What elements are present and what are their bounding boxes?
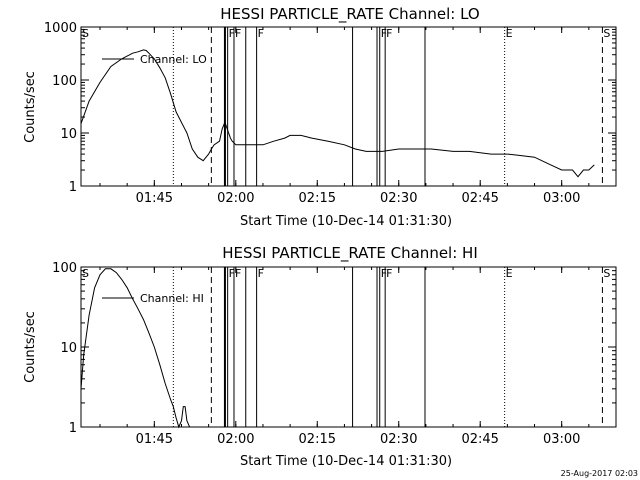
event-marker-label: F (381, 27, 387, 40)
y-tick-label: 100 (52, 261, 77, 276)
x-tick-label: 01:45 (136, 191, 173, 206)
x-tick-label: 03:00 (543, 432, 580, 447)
x-tick-label: 02:00 (217, 432, 254, 447)
event-marker-label: F (258, 267, 264, 280)
y-axis-label: Counts/sec (23, 311, 38, 383)
event-marker-label: S (82, 267, 89, 280)
plot-frame (80, 26, 617, 187)
series-layer (80, 49, 595, 178)
event-marker-label: F (258, 27, 264, 40)
x-tick-label: 02:30 (380, 432, 417, 447)
event-marker-label: S (82, 27, 89, 40)
event-marker-label: F (235, 27, 241, 40)
plot-frame (80, 266, 617, 428)
panel-hi: HESSI PARTICLE_RATE Channel: HI Counts/s… (23, 244, 617, 469)
legend-label: Channel: LO (140, 53, 207, 66)
x-tick-label: 01:45 (136, 432, 173, 447)
x-axis-label: Start Time (10-Dec-14 01:31:30) (240, 214, 452, 229)
event-marker-label: F (235, 267, 241, 280)
event-marker-label: S (603, 27, 610, 40)
legend: Channel: HI (102, 292, 204, 305)
series-layer (80, 268, 193, 429)
legend-label: Channel: HI (140, 292, 204, 305)
x-tick-label: 03:00 (543, 191, 580, 206)
legend: Channel: LO (102, 53, 207, 66)
event-marker-label: S (603, 267, 610, 280)
y-tick-label: 1 (69, 421, 77, 436)
event-marker-label: F (386, 267, 392, 280)
event-marker-label: F (381, 267, 387, 280)
y-tick-label: 10 (60, 127, 77, 142)
axis-ticks: 01:45 02:00 02:15 02:30 02:45 03:00 1 10 100 1000 (44, 21, 617, 206)
event-marker-label: E (506, 267, 513, 280)
x-tick-label: 02:00 (217, 191, 254, 206)
y-axis-label: Counts/sec (23, 71, 38, 143)
chart-title: HESSI PARTICLE_RATE Channel: LO (220, 5, 479, 24)
y-tick-label: 10 (60, 341, 77, 356)
y-tick-label: 1 (69, 180, 77, 195)
y-tick-label: 1000 (44, 21, 77, 36)
x-tick-label: 02:45 (461, 191, 498, 206)
event-marker-label: F (229, 267, 235, 280)
x-tick-label: 02:45 (461, 432, 498, 447)
event-marker-label: E (506, 27, 513, 40)
x-tick-label: 02:30 (380, 191, 417, 206)
x-tick-label: 02:15 (299, 432, 336, 447)
event-marker-label: F (386, 27, 392, 40)
x-tick-label: 02:15 (299, 191, 336, 206)
series-line (80, 268, 193, 429)
event-marker-label: F (229, 27, 235, 40)
series-line (80, 49, 595, 178)
axis-ticks: 01:45 02:00 02:15 02:30 02:45 03:00 1 10 100 (52, 261, 617, 447)
panel-lo: HESSI PARTICLE_RATE Channel: LO Counts/s… (23, 5, 617, 229)
date-stamp: 25-Aug-2017 02:03 (561, 469, 638, 478)
chart-title: HESSI PARTICLE_RATE Channel: HI (222, 244, 478, 263)
y-tick-label: 100 (52, 74, 77, 89)
x-axis-label: Start Time (10-Dec-14 01:31:30) (240, 454, 452, 469)
